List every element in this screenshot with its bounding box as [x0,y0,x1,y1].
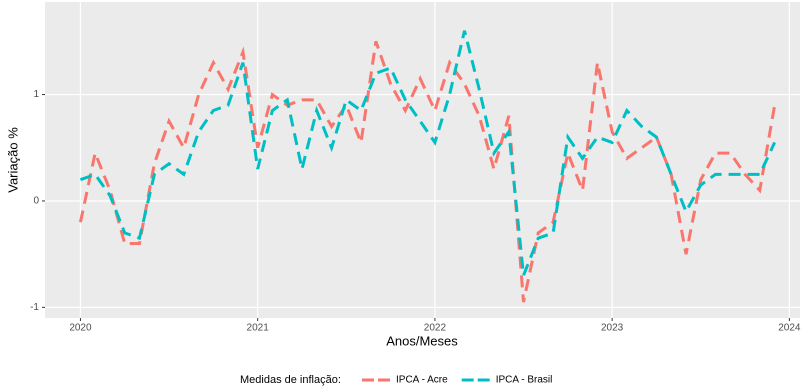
x-tick-label: 2020 [69,323,92,334]
line-series [78,40,777,303]
x-tick-label: 2023 [601,323,624,334]
x-tick-label: 2022 [424,323,447,334]
x-axis-title: Anos/Meses [386,333,458,348]
y-tick-label: 1 [33,89,39,100]
y-axis-title: Variação % [5,127,20,193]
x-tick-label: 2021 [247,323,270,334]
legend-label: IPCA - Acre [396,375,448,386]
plot-panel [45,2,800,318]
legend-label: IPCA - Brasil [496,375,553,386]
x-tick-label: 2024 [778,323,801,334]
y-tick-label: 0 [33,196,39,207]
legend-title: Medidas de inflação: [240,374,341,386]
line-series [79,30,777,276]
y-tick-label: -1 [30,302,39,313]
